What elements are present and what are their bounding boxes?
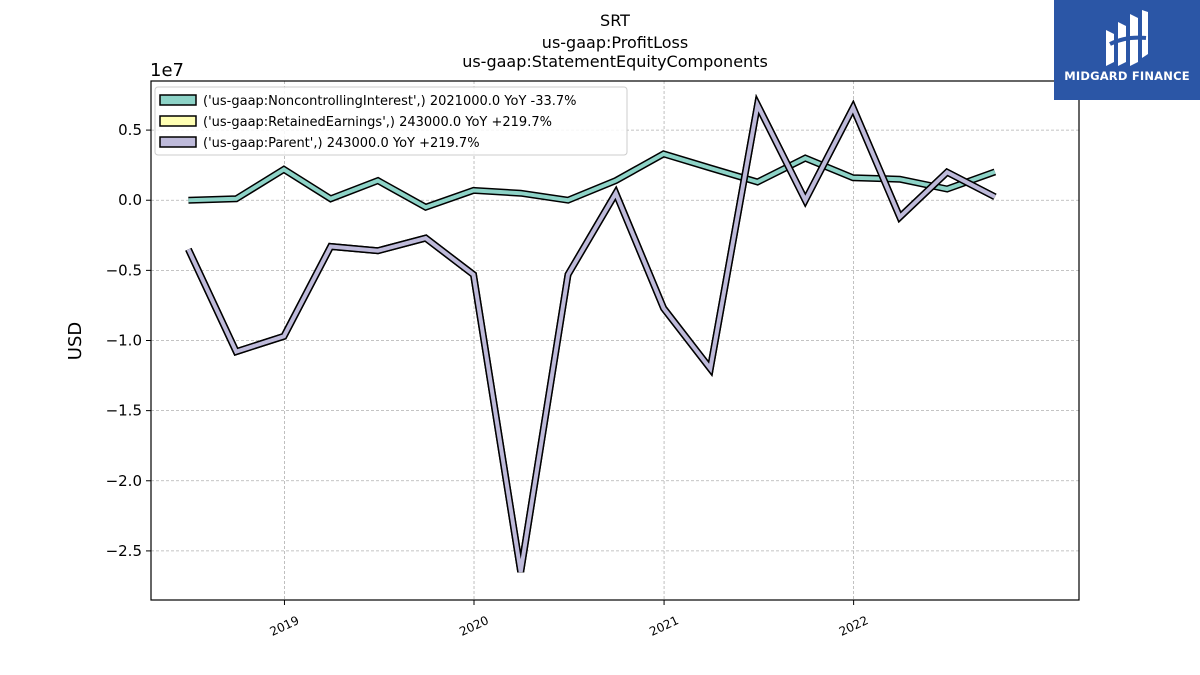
x-tick-label: 2020 [457,613,491,639]
series-1-outline [185,93,997,573]
x-tick-label: 2022 [837,613,871,639]
series-layer [185,93,997,573]
y-axis-label: USD [65,322,86,360]
x-tick-label: 2019 [268,613,302,639]
chart-title-line-2: us-gaap:ProfitLoss [542,33,688,52]
y-tick-label: −1.5 [106,402,142,420]
series-2-outline [185,93,997,573]
y-tick-label: −2.0 [106,472,142,490]
chart-title-line-1: SRT [600,11,630,30]
y-tick-label: −0.5 [106,261,142,279]
chart-title-line-3: us-gaap:StatementEquityComponents [462,52,768,71]
y-tick-label: 0.0 [118,191,142,209]
legend-swatch [159,115,197,127]
legend-entry: ('us-gaap:Parent',) 243000.0 YoY +219.7% [203,136,480,151]
grid [151,81,1079,600]
series-1-line [186,98,996,573]
legend-entry: ('us-gaap:NoncontrollingInterest',) 2021… [203,94,577,109]
midgard-finance-logo: MIDGARD FINANCE [1054,0,1200,100]
x-tick-label: 2021 [647,613,681,639]
logo-mark-icon [1106,10,1148,66]
y-scale-label: 1e7 [150,60,184,81]
series-2-line [186,98,996,573]
y-tick-label: −1.0 [106,332,142,350]
plot-frame [150,80,1080,601]
legend-entry: ('us-gaap:RetainedEarnings',) 243000.0 Y… [203,115,552,130]
legend-swatch [159,94,197,106]
series-0-line [188,151,996,210]
logo-text: MIDGARD FINANCE [1064,69,1190,83]
chart-title: SRT us-gaap:ProfitLoss us-gaap:Statement… [462,11,768,71]
y-tick-label: −2.5 [106,542,142,560]
legend-box [154,86,628,156]
y-tick-label: 0.5 [118,121,142,139]
legend: ('us-gaap:NoncontrollingInterest',) 2021… [154,86,628,156]
legend-swatch [159,136,197,148]
